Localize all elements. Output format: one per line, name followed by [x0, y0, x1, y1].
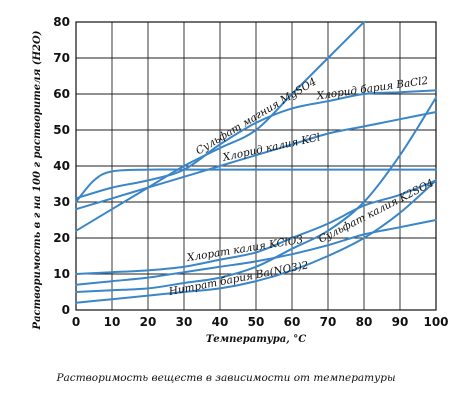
x-tick-label: 0	[72, 315, 80, 329]
y-tick-label: 70	[53, 51, 70, 65]
x-tick-label: 30	[176, 315, 193, 329]
x-axis-title: Температура, °С	[206, 334, 306, 345]
x-tick-label: 100	[423, 315, 448, 329]
y-tick-label: 60	[53, 87, 70, 101]
x-tick-label: 40	[212, 315, 229, 329]
series-label-2: Хлорид калия KCl	[221, 131, 321, 164]
x-tick-label: 70	[320, 315, 337, 329]
series-line-1	[75, 89, 437, 200]
x-tick-label: 80	[356, 315, 373, 329]
y-tick-labels: 0 10 20 30 40 50 60 70 80	[53, 15, 70, 317]
y-tick-label: 80	[53, 15, 70, 29]
series-line-6	[75, 96, 437, 293]
series-line-0	[75, 21, 365, 232]
x-tick-label: 50	[248, 315, 265, 329]
series-line-3	[75, 168, 437, 203]
x-tick-label: 90	[392, 315, 409, 329]
y-tick-label: 20	[53, 231, 70, 245]
series-label-1: Хлорид бария BaCl2	[315, 75, 429, 103]
y-axis-title: Растворимость в г на 100 г растворителя …	[32, 30, 43, 330]
x-tick-labels: 0 10 20 30 40 50 60 70 80 90 100	[72, 315, 449, 329]
x-tick-label: 10	[104, 315, 121, 329]
series-line-2	[75, 111, 437, 211]
chart-caption: Растворимость веществ в зависимости от т…	[55, 372, 395, 384]
y-tick-label: 10	[53, 267, 70, 281]
x-tick-label: 20	[140, 315, 157, 329]
plot-area-frame	[75, 21, 437, 311]
y-tick-label: 30	[53, 195, 70, 209]
series-lines	[75, 21, 437, 304]
series-line-4	[75, 179, 437, 275]
y-tick-label: 0	[62, 303, 70, 317]
y-tick-label: 50	[53, 123, 70, 137]
y-tick-label: 40	[53, 159, 70, 173]
series-line-7	[75, 179, 437, 304]
x-tick-label: 60	[284, 315, 301, 329]
